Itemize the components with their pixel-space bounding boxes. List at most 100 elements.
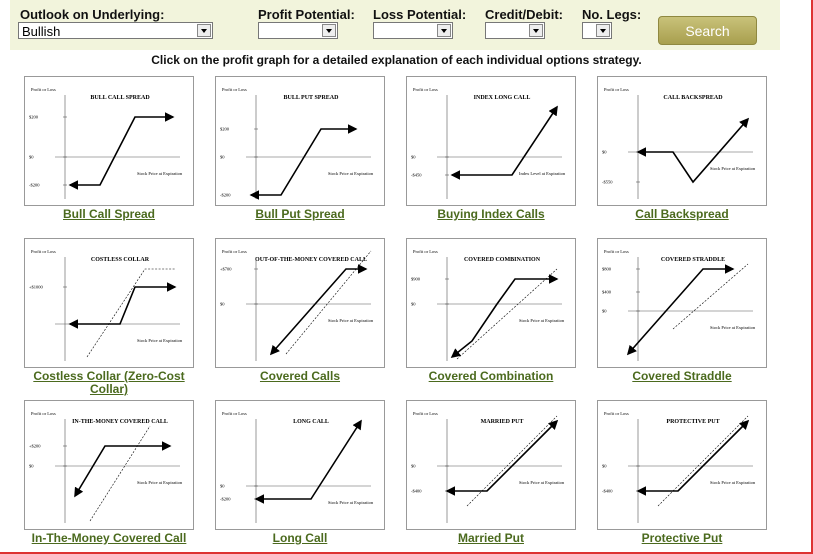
strategy-link[interactable]: Long Call — [272, 531, 328, 545]
strategy-graph[interactable]: COVERED STRADDLE Profit or Loss $800 $400 $0… — [597, 238, 767, 368]
y-label: +$1000 — [29, 285, 44, 290]
comparison-line — [466, 415, 558, 507]
y-axis-label: Profit or Loss — [31, 411, 56, 416]
y-label: -$200 — [220, 193, 231, 198]
y-label: $200 — [220, 127, 230, 132]
instruction: Click on the profit graph for a detailed… — [151, 53, 642, 67]
x-axis-label: Stock Price at Expiration — [710, 325, 756, 330]
y-label: +$200 — [29, 444, 41, 449]
strategy-graph[interactable]: OUT-OF-THE-MONEY COVERED CALL Profit or L… — [215, 238, 385, 368]
diagram-title: BULL PUT SPREAD — [284, 95, 340, 101]
diagram-title: COVERED STRADDLE — [661, 257, 725, 263]
diagram-title: COSTLESS COLLAR — [91, 257, 150, 263]
y-label: $0 — [602, 464, 607, 469]
strategy-graph[interactable]: COSTLESS COLLAR Profit or Loss +$1000 Stock… — [24, 238, 194, 368]
diagram-title: IN-THE-MONEY COVERED CALL — [72, 419, 168, 425]
diagram-title: OUT-OF-THE-MONEY COVERED CALL — [255, 257, 367, 263]
select-arrow — [437, 24, 451, 37]
y-label: -$550 — [602, 180, 613, 185]
strategy-graph[interactable]: LONG CALL Profit or Loss $0 -$200 Stock Pric… — [215, 400, 385, 530]
x-axis-label: Stock Price at Expiration — [710, 166, 756, 171]
diagram-title: PROTECTIVE PUT — [666, 419, 719, 425]
filter-label: Credit/Debit: — [485, 7, 563, 22]
filter-select[interactable]: Bullish — [18, 22, 213, 39]
strategy-graph[interactable]: COVERED COMBINATION Profit or Loss $900 $0 S… — [406, 238, 576, 368]
x-axis-label: Stock Price at Expiration — [137, 338, 183, 343]
strategy-link[interactable]: Covered Calls — [259, 369, 341, 383]
payoff-diagram: IN-THE-MONEY COVERED CALL Profit or Loss +… — [29, 411, 183, 523]
strategy-link[interactable]: Covered Straddle — [632, 369, 732, 383]
payoff-diagram: COSTLESS COLLAR Profit or Loss +$1000 Stock… — [29, 249, 183, 361]
y-label: $0 — [411, 155, 416, 160]
select-arrow — [322, 24, 336, 37]
diagram-title: COVERED COMBINATION — [464, 257, 541, 263]
y-label: $0 — [29, 464, 34, 469]
filter-label: Loss Potential: — [373, 7, 467, 22]
strategy-link[interactable]: Covered Combination — [428, 369, 554, 383]
payoff-diagram: OUT-OF-THE-MONEY COVERED CALL Profit or L… — [220, 249, 374, 361]
payoff-diagram: CALL BACKSPREAD Profit or Loss $0 -$550 Stoc… — [602, 87, 756, 199]
y-label: $400 — [602, 290, 612, 295]
strategy-link[interactable]: Costless Collar (Zero-Cost Collar) — [33, 369, 185, 396]
filter-label: Profit Potential: — [258, 7, 355, 22]
select-arrow — [529, 24, 543, 37]
y-axis-label: Profit or Loss — [222, 249, 247, 254]
y-label: $0 — [602, 150, 607, 155]
strategy-graph[interactable]: BULL CALL SPREAD Profit or Loss $200 $0 -$20… — [24, 76, 194, 206]
select-arrow — [197, 24, 211, 37]
filter-select[interactable] — [258, 22, 338, 39]
y-label: -$400 — [411, 489, 422, 494]
x-axis-label: Stock Price at Expiration — [519, 480, 565, 485]
y-axis-label: Profit or Loss — [413, 411, 438, 416]
y-label: $0 — [411, 302, 416, 307]
y-axis-label: Profit or Loss — [604, 249, 629, 254]
x-axis-label: Stock Price at Expiration — [137, 480, 183, 485]
filter-select[interactable] — [373, 22, 453, 39]
diagram-title: MARRIED PUT — [481, 419, 524, 425]
strategy-link[interactable]: Call Backspread — [635, 207, 729, 221]
payoff-line — [68, 112, 175, 190]
payoff-line — [636, 117, 750, 184]
comparison-line — [456, 268, 558, 360]
payoff-diagram: COVERED COMBINATION Profit or Loss $900 $0 S… — [411, 249, 565, 361]
diagram-title: CALL BACKSPREAD — [663, 95, 723, 101]
strategy-graph[interactable]: INDEX LONG CALL Profit or Loss $0 -$450 Inde… — [406, 76, 576, 206]
strategy-link[interactable]: Protective Put — [641, 531, 723, 545]
comparison-line — [672, 263, 749, 330]
payoff-diagram: BULL PUT SPREAD Profit or Loss $200 $0 -$200… — [220, 87, 374, 200]
filter-select[interactable] — [485, 22, 545, 39]
strategy-graph[interactable]: PROTECTIVE PUT Profit or Loss $0 -$400 Stock… — [597, 400, 767, 530]
strategy-link[interactable]: Buying Index Calls — [437, 207, 545, 221]
y-label: -$400 — [602, 489, 613, 494]
strategy-link[interactable]: Married Put — [457, 531, 524, 545]
payoff-line — [68, 282, 177, 329]
select-arrow — [596, 24, 610, 37]
payoff-line — [254, 419, 362, 504]
y-axis-label: Profit or Loss — [222, 411, 247, 416]
strategy-graph[interactable]: MARRIED PUT Profit or Loss $0 -$400 Stock Pr… — [406, 400, 576, 530]
comparison-line — [657, 415, 749, 507]
x-axis-label: Stock Price at Expiration — [710, 480, 756, 485]
strategy-link[interactable]: Bull Call Spread — [62, 207, 156, 221]
payoff-line — [249, 124, 358, 200]
search-button[interactable]: Search — [658, 16, 757, 45]
payoff-line — [74, 441, 172, 498]
payoff-diagram: PROTECTIVE PUT Profit or Loss $0 -$400 Stock… — [602, 411, 756, 523]
y-axis-label: Profit or Loss — [31, 87, 56, 92]
payoff-line — [445, 419, 559, 496]
diagram-title: BULL CALL SPREAD — [90, 95, 150, 101]
payoff-diagram: COVERED STRADDLE Profit or Loss $800 $400 $0… — [602, 249, 756, 361]
strategy-graph[interactable]: IN-THE-MONEY COVERED CALL Profit or Loss +… — [24, 400, 194, 530]
strategy-link[interactable]: Bull Put Spread — [255, 207, 345, 221]
y-label: $0 — [220, 484, 225, 489]
comparison-line — [86, 268, 175, 358]
strategy-graph[interactable]: BULL PUT SPREAD Profit or Loss $200 $0 -$200… — [215, 76, 385, 206]
payoff-line — [269, 264, 368, 356]
diagram-title: LONG CALL — [293, 419, 329, 425]
strategy-link[interactable]: In-The-Money Covered Call — [31, 531, 187, 545]
strategy-graph[interactable]: CALL BACKSPREAD Profit or Loss $0 -$550 Stoc… — [597, 76, 767, 206]
filter-select[interactable] — [582, 22, 612, 39]
y-label: $200 — [29, 115, 39, 120]
payoff-line — [636, 419, 750, 496]
